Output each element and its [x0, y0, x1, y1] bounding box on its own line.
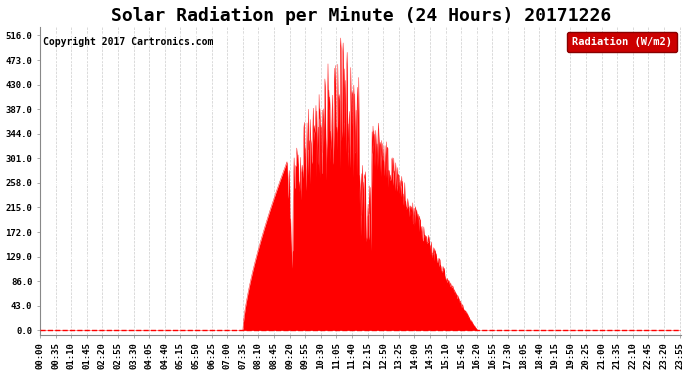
Text: Copyright 2017 Cartronics.com: Copyright 2017 Cartronics.com: [43, 37, 214, 47]
Title: Solar Radiation per Minute (24 Hours) 20171226: Solar Radiation per Minute (24 Hours) 20…: [110, 6, 611, 24]
Legend: Radiation (W/m2): Radiation (W/m2): [567, 32, 677, 52]
